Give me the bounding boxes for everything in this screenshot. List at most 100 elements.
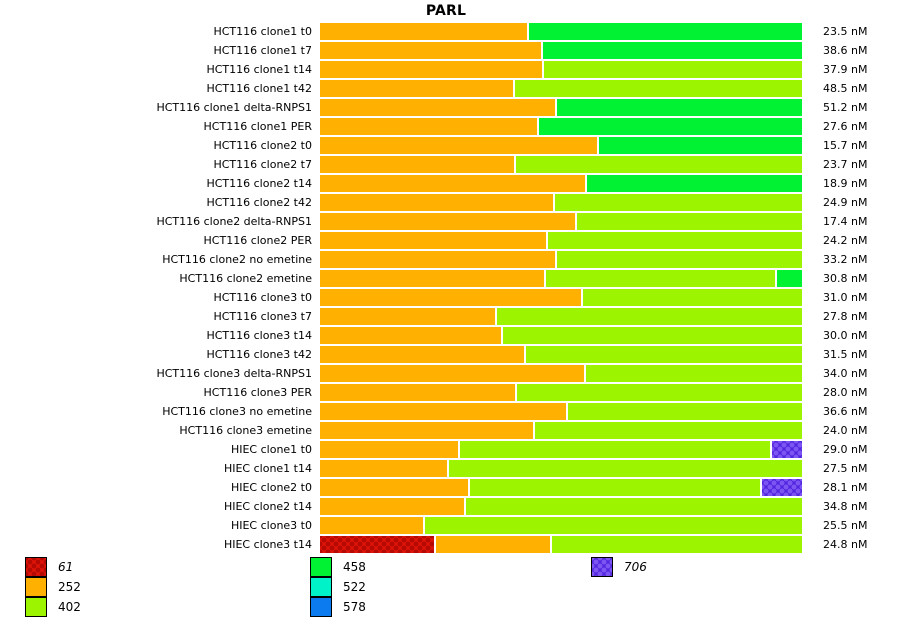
bar-track (320, 460, 802, 477)
chart-row: HIEC clone1 t14 27.5 nM (0, 459, 867, 478)
row-label: HIEC clone1 t14 (223, 462, 312, 475)
bar-track (320, 99, 802, 116)
row-value: 30.8 nM (823, 272, 868, 285)
bar-segment-458 (777, 270, 802, 287)
bar-segment-61 (320, 536, 434, 553)
legend-swatch-522 (310, 576, 332, 597)
row-label: HCT116 clone1 t42 (206, 82, 312, 95)
chart-row: HCT116 clone1 t42 48.5 nM (0, 79, 867, 98)
chart-row: HCT116 clone2 t42 24.9 nM (0, 193, 867, 212)
bar-segment-252 (320, 289, 581, 306)
bar-track (320, 403, 802, 420)
row-label: HIEC clone2 t0 (230, 481, 312, 494)
row-label: HCT116 clone2 PER (203, 234, 312, 247)
chart-title: PARL (425, 3, 467, 19)
chart-row: HCT116 clone3 delta-RNPS1 34.0 nM (0, 364, 867, 383)
row-value: 34.8 nM (823, 500, 868, 513)
chart-row: HIEC clone3 t0 25.5 nM (0, 516, 867, 535)
row-label: HCT116 clone2 emetine (179, 272, 312, 285)
legend-item-706: 706 (591, 556, 647, 577)
chart-row: HIEC clone2 t14 34.8 nM (0, 497, 867, 516)
bar-segment-458 (529, 23, 802, 40)
row-label: HCT116 clone3 t0 (213, 291, 312, 304)
chart-row: HCT116 clone2 t14 18.9 nM (0, 174, 867, 193)
bar-track (320, 384, 802, 401)
bar-track (320, 251, 802, 268)
bar-track (320, 213, 802, 230)
bar-track (320, 270, 802, 287)
bar-track (320, 422, 802, 439)
legend-column: 458 522 578 (310, 556, 366, 617)
row-value: 18.9 nM (823, 177, 868, 190)
chart-row: HCT116 clone3 emetine 24.0 nM (0, 421, 867, 440)
chart-row: HIEC clone2 t0 28.1 nM (0, 478, 867, 497)
bar-track (320, 346, 802, 363)
legend-swatch-458 (310, 556, 332, 577)
row-value: 28.1 nM (823, 481, 868, 494)
bar-segment-402 (568, 403, 802, 420)
bar-segment-402 (470, 479, 760, 496)
bar-track (320, 365, 802, 382)
bar-track (320, 289, 802, 306)
bar-segment-252 (320, 137, 597, 154)
row-value: 25.5 nM (823, 519, 868, 532)
row-label: HCT116 clone1 t14 (206, 63, 312, 76)
legend-item-61: 61 (25, 556, 81, 577)
row-label: HIEC clone1 t0 (230, 443, 312, 456)
bar-track (320, 327, 802, 344)
row-label: HCT116 clone2 t7 (213, 158, 312, 171)
chart-row: HCT116 clone3 t42 31.5 nM (0, 345, 867, 364)
legend-label: 458 (343, 559, 366, 574)
legend-column: 61 252 402 (25, 556, 81, 617)
legend-swatch-252 (25, 576, 47, 597)
bar-segment-252 (320, 346, 524, 363)
bar-track (320, 23, 802, 40)
bar-segment-402 (466, 498, 802, 515)
bar-track (320, 137, 802, 154)
bar-segment-402 (583, 289, 802, 306)
bar-segment-402 (544, 61, 802, 78)
bar-segment-252 (320, 99, 555, 116)
row-label: HIEC clone2 t14 (223, 500, 312, 513)
bar-segment-252 (320, 517, 423, 534)
bar-segment-252 (320, 213, 575, 230)
row-label: HCT116 clone2 t0 (213, 139, 312, 152)
legend-item-458: 458 (310, 556, 366, 577)
bar-segment-252 (320, 365, 584, 382)
row-value: 31.5 nM (823, 348, 868, 361)
row-value: 36.6 nM (823, 405, 868, 418)
legend-item-522: 522 (310, 576, 366, 597)
bar-track (320, 61, 802, 78)
row-value: 29.0 nM (823, 443, 868, 456)
row-value: 24.2 nM (823, 234, 868, 247)
bar-track (320, 175, 802, 192)
bar-segment-458 (557, 99, 802, 116)
bar-segment-458 (587, 175, 802, 192)
chart-row: HCT116 clone3 PER 28.0 nM (0, 383, 867, 402)
legend-swatch-61 (25, 556, 47, 577)
legend-swatch-402 (25, 596, 47, 617)
row-value: 51.2 nM (823, 101, 868, 114)
bar-segment-402 (552, 536, 802, 553)
bar-segment-402 (515, 80, 802, 97)
bar-segment-402 (535, 422, 802, 439)
bar-segment-402 (517, 384, 802, 401)
bar-segment-706 (772, 441, 802, 458)
legend-label: 252 (58, 579, 81, 594)
bar-track (320, 536, 802, 553)
row-label: HCT116 clone3 PER (203, 386, 312, 399)
row-value: 24.0 nM (823, 424, 868, 437)
bar-segment-252 (320, 232, 546, 249)
row-label: HIEC clone3 t14 (223, 538, 312, 551)
row-value: 23.5 nM (823, 25, 868, 38)
row-value: 27.5 nM (823, 462, 868, 475)
bar-track (320, 479, 802, 496)
row-label: HCT116 clone1 t0 (213, 25, 312, 38)
row-value: 27.6 nM (823, 120, 868, 133)
row-label: HCT116 clone3 no emetine (162, 405, 312, 418)
chart-row: HCT116 clone2 no emetine 33.2 nM (0, 250, 867, 269)
row-value: 48.5 nM (823, 82, 868, 95)
bar-track (320, 42, 802, 59)
bar-track (320, 118, 802, 135)
bar-segment-402 (577, 213, 802, 230)
